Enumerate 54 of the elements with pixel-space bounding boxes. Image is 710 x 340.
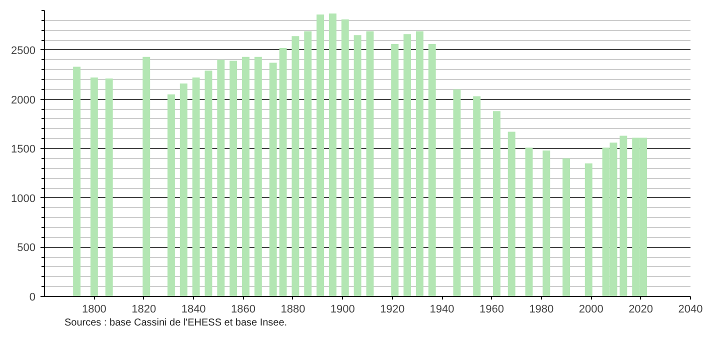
bar (254, 56, 262, 296)
y-tick-label: 2500 (11, 44, 36, 57)
bar (105, 78, 113, 296)
bar (90, 78, 98, 296)
bar (73, 66, 81, 296)
y-tick-label: 1500 (11, 144, 36, 156)
bar (428, 44, 436, 296)
x-tick-label: 2040 (678, 304, 703, 316)
y-tick-label: 500 (17, 242, 36, 254)
x-tick-label: 1900 (330, 304, 355, 316)
bar (473, 96, 481, 296)
bar (328, 13, 336, 296)
bar (204, 70, 212, 296)
x-tick-label: 2000 (578, 304, 604, 316)
bar (269, 62, 277, 296)
bar (279, 48, 287, 296)
bar (404, 34, 411, 296)
bar (525, 148, 533, 296)
bar (192, 78, 200, 296)
bar (142, 56, 150, 296)
y-tick-label: 2000 (11, 94, 36, 106)
bar (242, 56, 250, 296)
bar (453, 89, 461, 296)
bar (304, 31, 312, 296)
x-tick-label: 1960 (479, 304, 504, 316)
bar (167, 94, 175, 296)
bar (492, 111, 500, 296)
bar (562, 158, 570, 296)
x-tick-label: 1820 (132, 304, 156, 316)
bar (316, 14, 324, 296)
y-tick-label: 0 (29, 292, 36, 304)
bar (366, 31, 374, 296)
bar (508, 132, 516, 296)
bar (542, 150, 550, 296)
y-tick-label: 1000 (11, 192, 36, 205)
bar (354, 35, 362, 296)
bar (292, 36, 300, 296)
bar (584, 163, 592, 296)
bar (341, 19, 349, 296)
bar (416, 31, 424, 296)
x-tick-label: 2020 (628, 304, 654, 316)
x-tick-label: 1860 (231, 304, 256, 316)
x-tick-label: 1940 (430, 304, 454, 316)
source-note: Sources : base Cassini de l'EHESS et base Insee. (64, 318, 288, 328)
x-tick-label: 1880 (280, 304, 306, 316)
bar (180, 83, 188, 296)
bar (620, 136, 628, 296)
bar (391, 44, 399, 296)
x-tick-label: 1840 (181, 304, 206, 316)
x-tick-label: 1920 (380, 304, 405, 316)
bar (217, 60, 225, 296)
x-tick-label: 1980 (529, 304, 554, 316)
x-tick-label: 1800 (82, 304, 106, 316)
bar (230, 60, 238, 296)
